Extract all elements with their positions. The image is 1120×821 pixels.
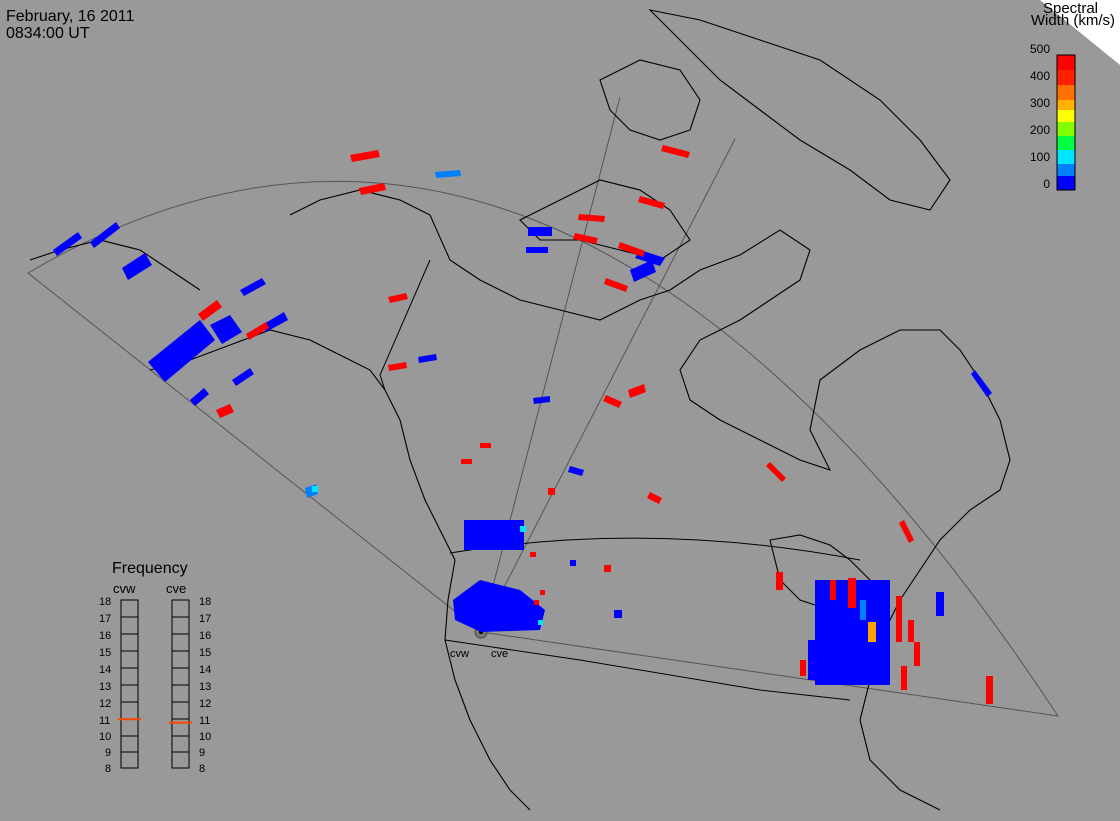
greenland (648, 9, 951, 211)
coastlines (29, 9, 1011, 811)
freq-tick-left: 12 (99, 698, 112, 710)
freq-tick-left: 18 (99, 596, 112, 608)
echo-high-width (198, 145, 993, 704)
time-label: 0834:00 UT (6, 25, 90, 42)
radar-fov-outline (27, 180, 1060, 717)
freq-tick-left: 11 (99, 715, 111, 727)
scale-title-line1: Spectral (1042, 0, 1098, 17)
scale-tick-200: 200 (1029, 123, 1050, 137)
pacific-coast (149, 329, 531, 811)
scale-tick-500: 500 (1029, 42, 1050, 56)
freq-tick-left: 16 (99, 630, 112, 642)
frequency-ladders (120, 599, 190, 769)
site-label-cvw: cvw (450, 648, 469, 660)
scale-tick-300: 300 (1029, 96, 1050, 110)
aleutian-arc (29, 239, 201, 291)
alaska-canada-border (379, 259, 431, 391)
radar-col-cvw: cvw (113, 581, 136, 596)
radar-col-cve: cve (166, 581, 187, 596)
freq-tick-right: 17 (199, 613, 212, 625)
freq-tick-right: 8 (199, 763, 206, 775)
arctic-islands (519, 179, 691, 261)
ellesmere-island (599, 59, 701, 141)
cvw-ladder (120, 599, 139, 769)
freq-tick-left: 17 (99, 613, 112, 625)
freq-tick-right: 16 (199, 630, 212, 642)
freq-tick-left: 14 (99, 664, 112, 676)
freq-tick-right: 9 (199, 747, 206, 759)
ladder-rungs (121, 616, 189, 753)
freq-tick-right: 15 (199, 647, 212, 659)
scale-tick-0: 0 (1043, 177, 1050, 191)
north-american-coast (289, 189, 1011, 811)
freq-tick-left: 15 (99, 647, 112, 659)
scale-tick-100: 100 (1029, 150, 1050, 164)
freq-tick-left: 9 (105, 747, 112, 759)
color-scale-bar (1056, 54, 1076, 191)
echo-cyan (312, 486, 543, 625)
fov-divider-west (480, 96, 621, 633)
fov-divider-east (480, 138, 736, 633)
freq-tick-left: 13 (99, 681, 112, 693)
freq-tick-right: 14 (199, 664, 212, 676)
state-line (444, 639, 851, 701)
site-label-cve: cve (491, 648, 509, 660)
frequency-title: Frequency (112, 560, 188, 577)
cve-ladder (171, 599, 190, 769)
freq-tick-right: 12 (199, 698, 212, 710)
freq-tick-right: 11 (199, 715, 211, 727)
scale-tick-400: 400 (1029, 69, 1050, 83)
freq-tick-left: 10 (99, 731, 112, 743)
echo-orange (868, 622, 876, 642)
freq-tick-right: 10 (199, 731, 212, 743)
freq-tick-right: 18 (199, 596, 212, 608)
date-label: February, 16 2011 (6, 8, 135, 25)
corner-patch (1040, 0, 1120, 65)
borders (379, 259, 861, 701)
freq-tick-left: 8 (105, 763, 112, 775)
echo-low-width (53, 222, 992, 685)
freq-tick-right: 13 (199, 681, 212, 693)
scale-title-line2: Width (km/s) (1030, 12, 1115, 29)
radar-echoes (53, 145, 993, 704)
